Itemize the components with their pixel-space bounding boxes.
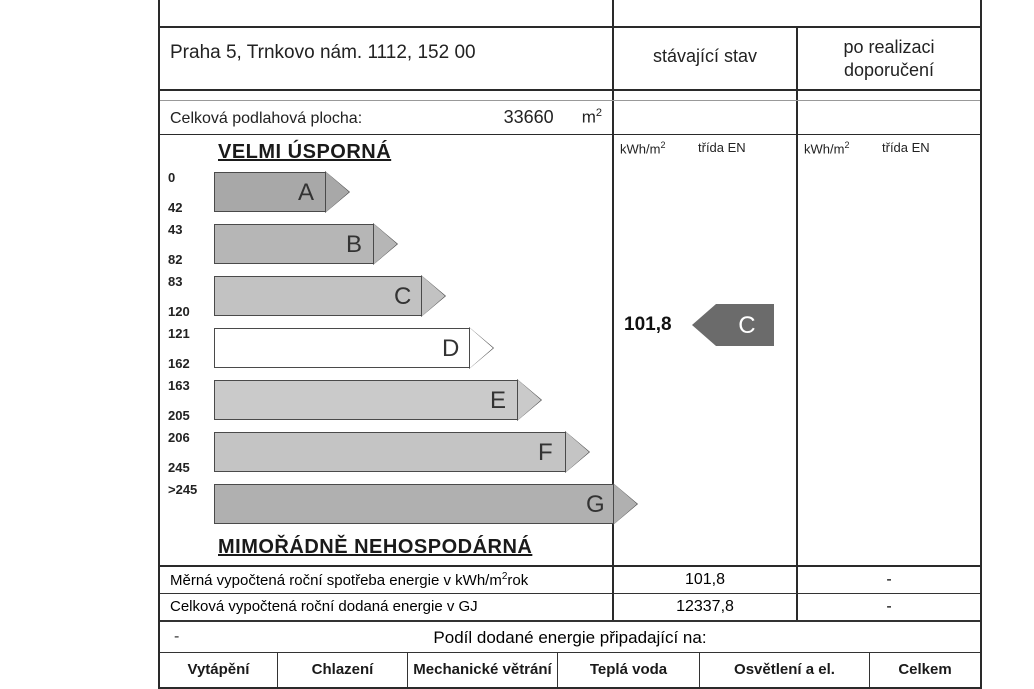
range-low: 206 (168, 430, 208, 445)
spacer (798, 91, 980, 100)
rating-class-letter: C (738, 312, 755, 340)
unit-class: třída EN (698, 140, 790, 156)
unit-kwh: kWh/m2 (620, 140, 698, 156)
scale-top-label: VELMI ÚSPORNÁ (218, 141, 606, 164)
energy-chart-row: VELMI ÚSPORNÁ 0 42 A 43 82 B 83 120 C 121 162 D 163 2… (160, 135, 980, 567)
col-current-state: stávající stav (614, 28, 798, 89)
range-low: 0 (168, 170, 208, 185)
blank-cell (614, 0, 980, 26)
bar-letter: B (346, 231, 362, 259)
data-value-after: - (798, 567, 980, 593)
spacer-row (160, 91, 980, 101)
spacer (160, 91, 614, 100)
energy-bar-a: 0 42 A (166, 166, 606, 218)
energy-share-title: Podíl dodané energie připadající na: (160, 622, 980, 653)
range-low: >245 (168, 482, 208, 497)
energy-bar-e: 163 205 E (166, 374, 606, 426)
bar-letter: D (442, 335, 459, 363)
subhead-current: kWh/m2 třída EN (614, 135, 796, 156)
floor-area-value: 33660 (504, 107, 554, 128)
current-state-column: kWh/m2 třída EN 101,8 C (614, 135, 798, 565)
col-after-recommendation: po realizaci doporučení (798, 28, 980, 89)
address: Praha 5, Trnkovo nám. 1112, 152 00 (160, 28, 614, 89)
spacer (614, 91, 798, 100)
energy-share-col: Chlazení (278, 653, 408, 687)
range-high: 245 (168, 460, 208, 475)
bar-letter: G (586, 491, 605, 519)
range-high: 205 (168, 408, 208, 423)
unit-kwh: kWh/m2 (804, 140, 882, 156)
blank-header-row (160, 0, 980, 28)
energy-certificate-page: Praha 5, Trnkovo nám. 1112, 152 00 stáva… (0, 0, 1034, 689)
energy-bar-d: 121 162 D (166, 322, 606, 374)
rating-indicator: 101,8 C (624, 303, 790, 347)
data-value-after: - (798, 594, 980, 620)
energy-share-columns: VytápěníChlazeníMechanické větráníTeplá … (160, 653, 980, 687)
energy-share-col: Teplá voda (558, 653, 700, 687)
energy-share-col: Celkem (870, 653, 980, 687)
bar-letter: F (538, 439, 553, 467)
subhead-after: kWh/m2 třída EN (798, 135, 980, 156)
empty (798, 101, 980, 134)
bar-arrow-icon: D (214, 328, 494, 368)
bar-arrow-icon: G (214, 484, 638, 524)
data-value-current: 12337,8 (614, 594, 798, 620)
bar-arrow-icon: A (214, 172, 350, 212)
energy-share-col: Osvětlení a el. (700, 653, 870, 687)
floor-area-cell: Celková podlahová plocha: 33660 m2 (160, 101, 614, 134)
energy-bar-b: 43 82 B (166, 218, 606, 270)
certificate-frame: Praha 5, Trnkovo nám. 1112, 152 00 stáva… (158, 0, 982, 689)
unit-class: třída EN (882, 140, 974, 156)
energy-scale-chart: VELMI ÚSPORNÁ 0 42 A 43 82 B 83 120 C 121 162 D 163 2… (160, 135, 614, 565)
data-row: Měrná vypočtená roční spotřeba energie v… (160, 567, 980, 594)
bar-letter: E (490, 387, 506, 415)
range-low: 121 (168, 326, 208, 341)
energy-bar-f: 206 245 F (166, 426, 606, 478)
energy-share-col: Mechanické větrání (408, 653, 558, 687)
after-state-column: kWh/m2 třída EN (798, 135, 980, 565)
range-low: 163 (168, 378, 208, 393)
range-high: 42 (168, 200, 208, 215)
floor-area-unit: m2 (582, 107, 602, 128)
bar-arrow-icon: B (214, 224, 398, 264)
energy-bar-c: 83 120 C (166, 270, 606, 322)
floor-area-row: Celková podlahová plocha: 33660 m2 (160, 101, 980, 135)
range-high: 120 (168, 304, 208, 319)
range-high: 162 (168, 356, 208, 371)
range-high: 82 (168, 252, 208, 267)
energy-share-col: Vytápění (160, 653, 278, 687)
floor-area-label: Celková podlahová plocha: (170, 110, 504, 128)
data-row: Celková vypočtená roční dodaná energie v… (160, 594, 980, 622)
rating-value: 101,8 (624, 314, 672, 336)
energy-bars: 0 42 A 43 82 B 83 120 C 121 162 D 163 205 E 206 245 F >245… (166, 166, 606, 530)
bar-letter: A (298, 179, 314, 207)
blank-cell (160, 0, 614, 26)
data-value-current: 101,8 (614, 567, 798, 593)
data-rows-container: Měrná vypočtená roční spotřeba energie v… (160, 567, 980, 622)
scale-bottom-label: MIMOŘÁDNĚ NEHOSPODÁRNÁ (218, 536, 606, 559)
bar-arrow-icon: C (214, 276, 446, 316)
empty (614, 101, 798, 134)
bar-letter: C (394, 283, 411, 311)
address-row: Praha 5, Trnkovo nám. 1112, 152 00 stáva… (160, 28, 980, 91)
data-label: Celková vypočtená roční dodaná energie v… (160, 594, 614, 620)
bar-arrow-icon: F (214, 432, 590, 472)
bar-arrow-icon: E (214, 380, 542, 420)
data-label: Měrná vypočtená roční spotřeba energie v… (160, 567, 614, 593)
rating-arrow-icon: C (688, 304, 774, 346)
range-low: 43 (168, 222, 208, 237)
range-low: 83 (168, 274, 208, 289)
energy-bar-g: >245 G (166, 478, 606, 530)
